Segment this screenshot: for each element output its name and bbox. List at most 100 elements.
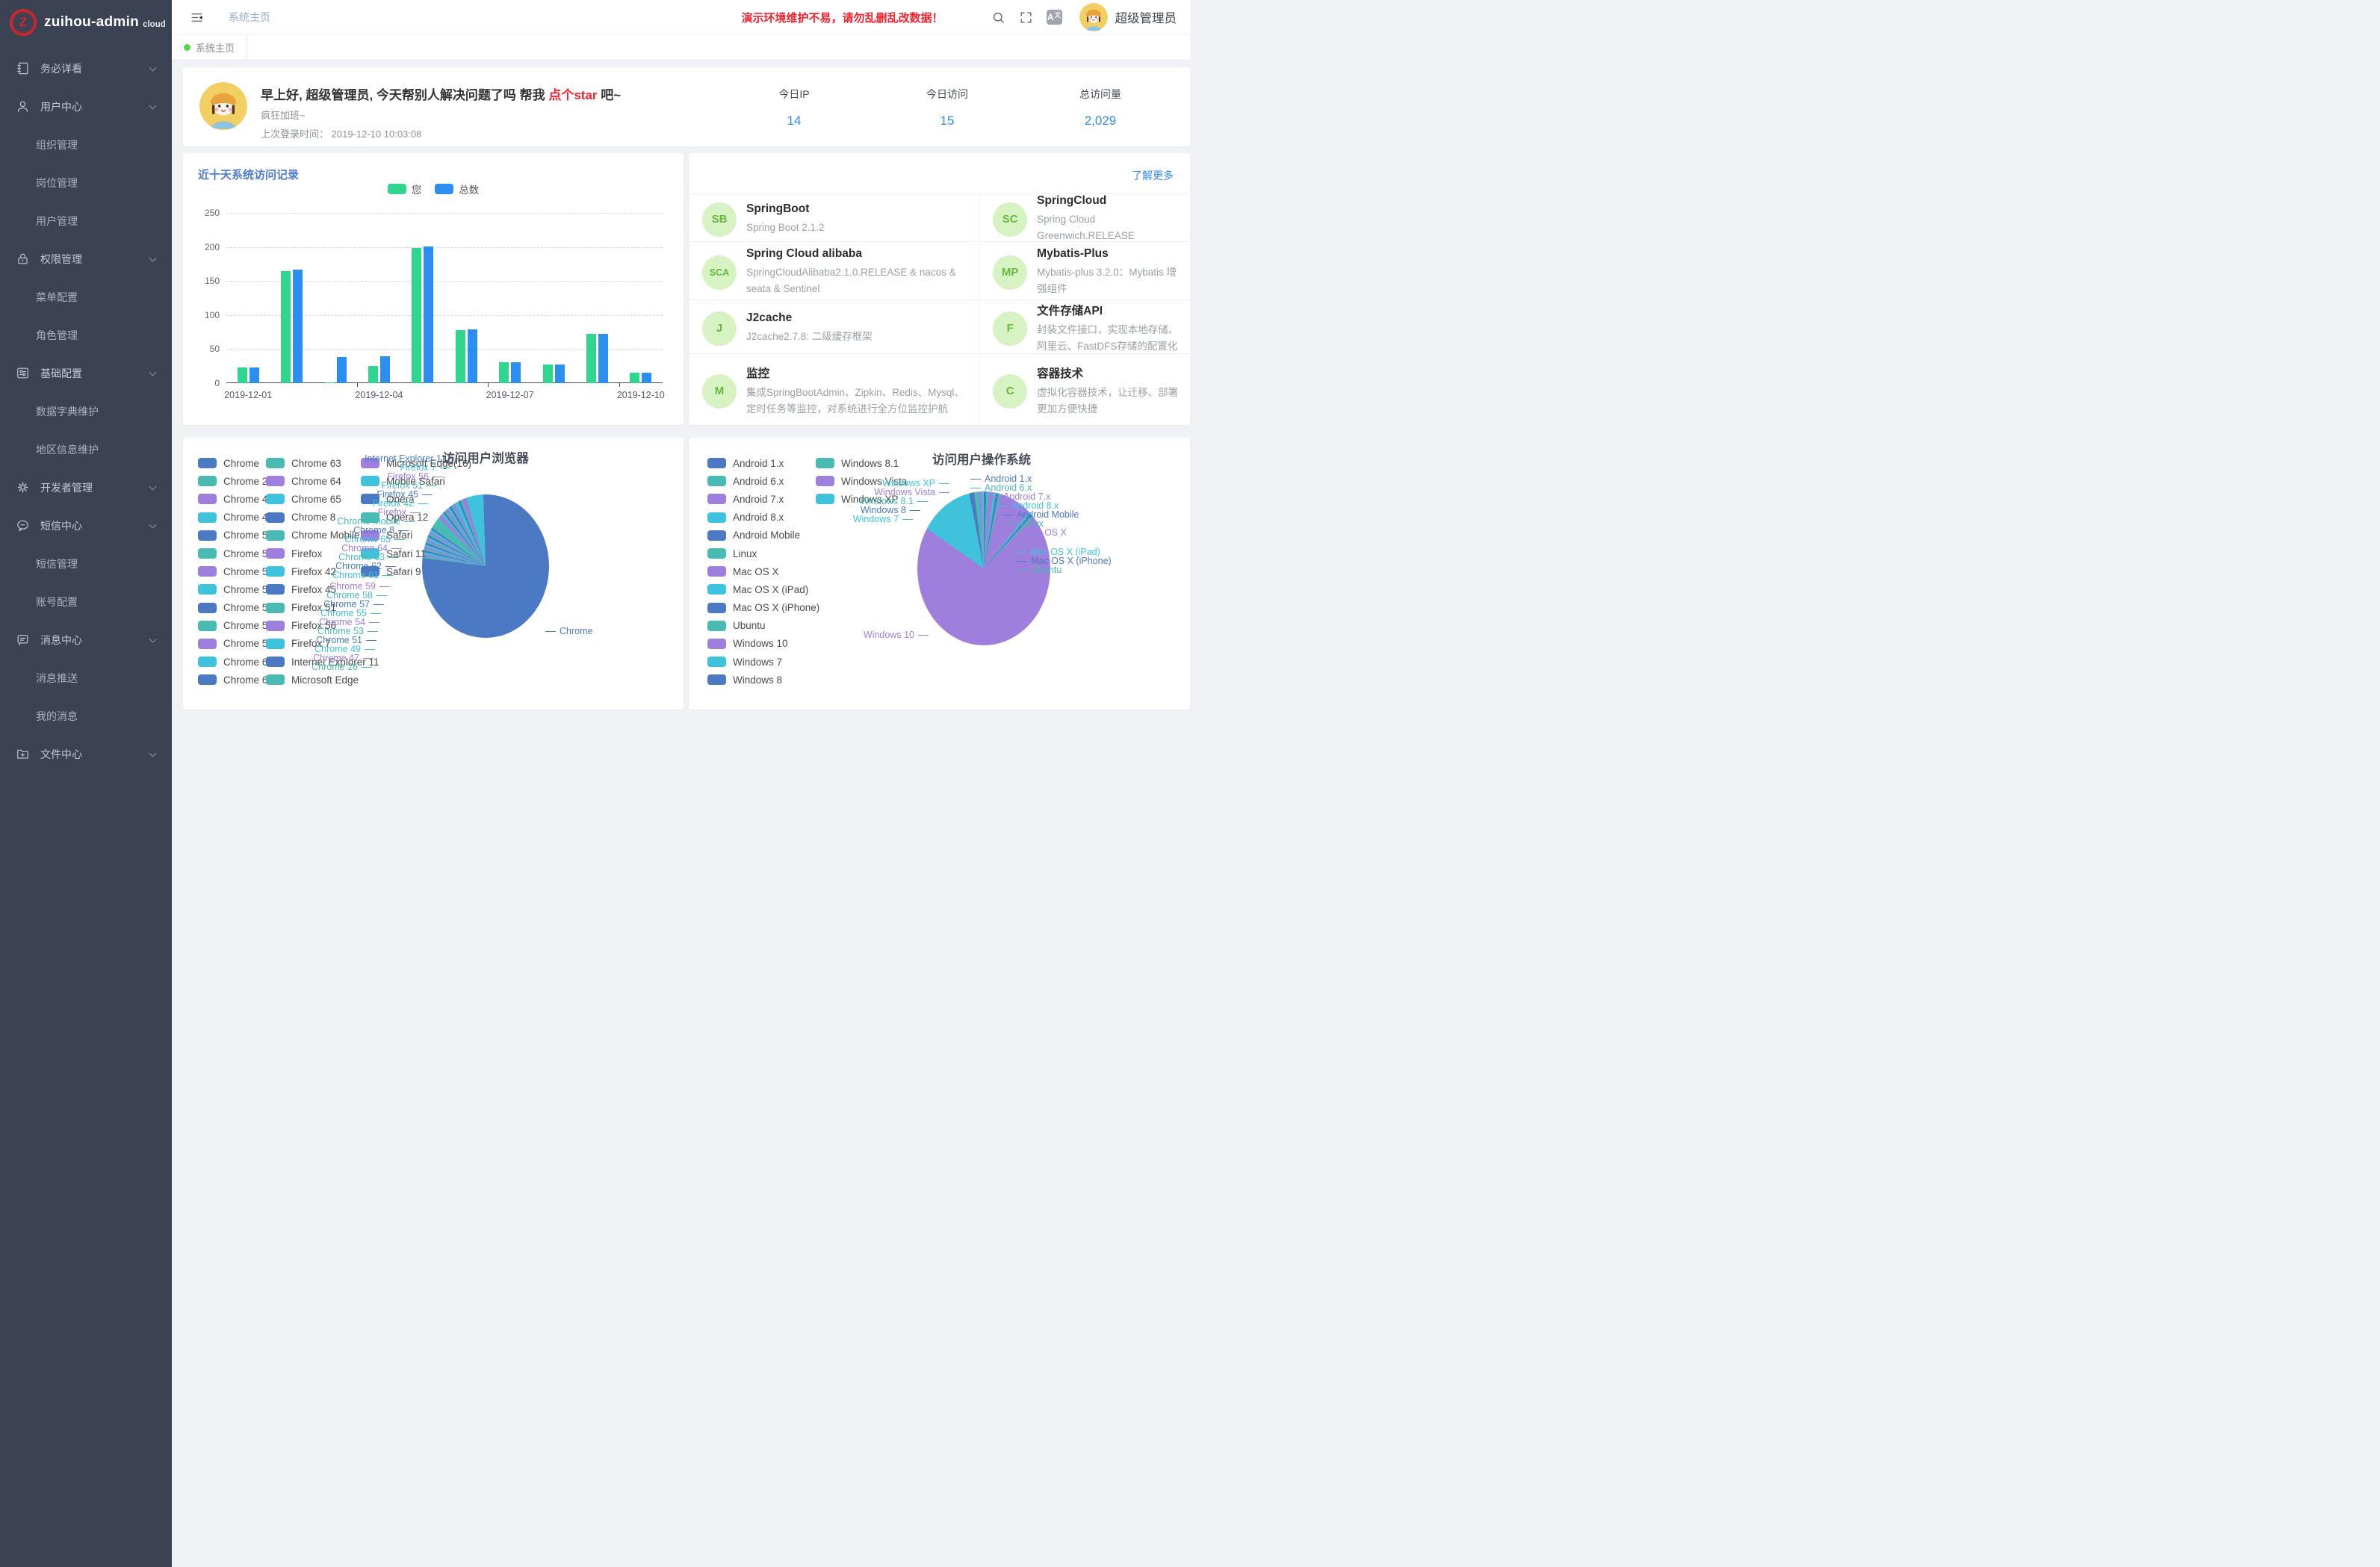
bar-group-2019-12-04[interactable]	[357, 213, 400, 383]
legend-item-Microsoft Edge[interactable]: Microsoft Edge	[266, 671, 379, 689]
legend-item-Mac OS X (iPad)[interactable]: Mac OS X (iPad)	[707, 580, 819, 598]
bar-总数-2019-12-04[interactable]	[380, 356, 390, 383]
sidebar-item-角色管理[interactable]: 角色管理	[0, 316, 172, 354]
bar-group-2019-12-07[interactable]	[488, 213, 531, 383]
bar-您-2019-12-04[interactable]	[368, 366, 378, 383]
legend-item-Chrome 26[interactable]: Chrome 26	[198, 472, 273, 490]
main-area: 系统主页 演示环境维护不易，请勿乱删乱改数据！ A文 超级管理员 系统主页	[172, 0, 1190, 784]
sidebar-item-短信中心[interactable]: 短信中心	[0, 506, 172, 544]
bar-总数-2019-12-02[interactable]	[293, 270, 303, 383]
legend-item-您[interactable]: 您	[388, 181, 422, 196]
legend-item-Windows 8[interactable]: Windows 8	[707, 671, 819, 689]
legend-item-总数[interactable]: 总数	[435, 181, 479, 196]
legend-item-Chrome 53[interactable]: Chrome 53	[198, 544, 273, 562]
sidebar-item-权限管理[interactable]: 权限管理	[0, 240, 172, 278]
star-link[interactable]: 点个star	[548, 88, 597, 102]
bar-您-2019-12-10[interactable]	[630, 373, 639, 383]
legend-item-Android 6.x[interactable]: Android 6.x	[707, 472, 819, 490]
sidebar-item-消息推送[interactable]: 消息推送	[0, 659, 172, 697]
bar-group-2019-12-06[interactable]	[444, 213, 488, 383]
sidebar-item-用户中心[interactable]: 用户中心	[0, 87, 172, 125]
legend-item-Chrome 57[interactable]: Chrome 57	[198, 599, 273, 617]
demo-warning-text: 演示环境维护不易，请勿乱删乱改数据！	[741, 10, 943, 25]
legend-item-Windows 7[interactable]: Windows 7	[707, 653, 819, 671]
bar-总数-2019-12-01[interactable]	[250, 367, 259, 383]
legend-item-Mac OS X[interactable]: Mac OS X	[707, 562, 819, 580]
legend-item-Chrome 51[interactable]: Chrome 51	[198, 527, 273, 544]
bar-总数-2019-12-08[interactable]	[555, 364, 565, 383]
legend-item-Android 1.x[interactable]: Android 1.x	[707, 454, 819, 472]
learn-more-link[interactable]: 了解更多	[1132, 168, 1174, 183]
bar-group-2019-12-10[interactable]	[619, 213, 663, 383]
tab-home[interactable]: 系统主页	[172, 35, 247, 60]
bar-您-2019-12-01[interactable]	[238, 367, 247, 383]
bar-group-2019-12-08[interactable]	[532, 213, 575, 383]
username[interactable]: 超级管理员	[1115, 8, 1177, 26]
legend-item-Chrome 59[interactable]: Chrome 59	[198, 635, 273, 653]
legend-item-Windows 8.1[interactable]: Windows 8.1	[816, 454, 907, 472]
bar-您-2019-12-05[interactable]	[412, 248, 421, 383]
legend-item-Chrome 62[interactable]: Chrome 62	[198, 671, 273, 689]
legend-item-Chrome 54[interactable]: Chrome 54	[198, 562, 273, 580]
legend-item-Chrome 49[interactable]: Chrome 49	[198, 509, 273, 527]
sidebar-item-数据字典维护[interactable]: 数据字典维护	[0, 392, 172, 430]
greeting-prefix: 早上好, 超级管理员, 今天帮别人解决问题了吗 帮我	[261, 88, 548, 102]
bar-group-2019-12-05[interactable]	[401, 213, 444, 383]
legend-item-Android 7.x[interactable]: Android 7.x	[707, 490, 819, 508]
bar-您-2019-12-07[interactable]	[499, 362, 509, 383]
sidebar-item-地区信息维护[interactable]: 地区信息维护	[0, 430, 172, 468]
visits-bar-plot: 0501001502002502019-12-012019-12-042019-…	[226, 213, 663, 383]
chevron-down-icon	[149, 254, 157, 261]
sidebar-item-消息中心[interactable]: 消息中心	[0, 621, 172, 659]
legend-item-Chrome 58[interactable]: Chrome 58	[198, 617, 273, 635]
legend-item-Linux[interactable]: Linux	[707, 544, 819, 562]
user-avatar[interactable]	[1079, 3, 1108, 31]
bar-总数-2019-12-05[interactable]	[424, 246, 433, 383]
legend-item-Android 8.x[interactable]: Android 8.x	[707, 509, 819, 527]
bar-总数-2019-12-10[interactable]	[642, 373, 651, 383]
sidebar-item-组织管理[interactable]: 组织管理	[0, 125, 172, 164]
sidebar-item-我的消息[interactable]: 我的消息	[0, 697, 172, 735]
tech-item-Spring Cloud alibaba: SCA Spring Cloud alibaba SpringCloudAlib…	[689, 241, 979, 300]
bar-group-2019-12-01[interactable]	[226, 213, 270, 383]
breadcrumb[interactable]: 系统主页	[229, 10, 270, 25]
sidebar-item-开发者管理[interactable]: 开发者管理	[0, 468, 172, 506]
sidebar-item-文件中心[interactable]: 文件中心	[0, 735, 172, 773]
legend-item-Ubuntu[interactable]: Ubuntu	[707, 617, 819, 635]
bar-您-2019-12-03[interactable]	[325, 382, 335, 383]
bar-您-2019-12-08[interactable]	[543, 364, 553, 383]
legend-item-Mac OS X (iPhone)[interactable]: Mac OS X (iPhone)	[707, 599, 819, 617]
bar-您-2019-12-09[interactable]	[586, 334, 596, 383]
sidebar-item-短信管理[interactable]: 短信管理	[0, 544, 172, 583]
bar-group-2019-12-09[interactable]	[575, 213, 619, 383]
tech-desc: Mybatis-plus 3.2.0：Mybatis 增强组件	[1037, 264, 1180, 298]
legend-item-Chrome 47[interactable]: Chrome 47	[198, 490, 273, 508]
bar-总数-2019-12-07[interactable]	[511, 362, 521, 383]
bar-group-2019-12-02[interactable]	[270, 213, 313, 383]
sidebar-item-账号配置[interactable]: 账号配置	[0, 583, 172, 621]
bar-总数-2019-12-03[interactable]	[337, 357, 347, 383]
fullscreen-icon[interactable]	[1019, 10, 1033, 25]
bar-总数-2019-12-06[interactable]	[468, 329, 477, 383]
bar-您-2019-12-02[interactable]	[281, 271, 291, 383]
tech-avatar: J	[702, 311, 737, 346]
sidebar-item-岗位管理[interactable]: 岗位管理	[0, 164, 172, 202]
legend-item-Chrome 61[interactable]: Chrome 61	[198, 653, 273, 671]
search-icon[interactable]	[991, 10, 1005, 25]
sidebar-item-务必详看[interactable]: 务必详看	[0, 49, 172, 87]
legend-label: Windows 7	[733, 657, 782, 668]
sidebar-item-用户管理[interactable]: 用户管理	[0, 202, 172, 240]
sidebar-item-基础配置[interactable]: 基础配置	[0, 354, 172, 392]
legend-swatch	[198, 512, 217, 523]
menu-fold-icon[interactable]	[190, 10, 204, 25]
sidebar-item-菜单配置[interactable]: 菜单配置	[0, 278, 172, 316]
translate-icon[interactable]: A文	[1047, 10, 1062, 25]
bar-总数-2019-12-09[interactable]	[598, 334, 608, 383]
legend-item-Chrome 55[interactable]: Chrome 55	[198, 580, 273, 598]
bar-您-2019-12-06[interactable]	[456, 330, 465, 383]
bar-group-2019-12-03[interactable]	[314, 213, 357, 383]
legend-item-Chrome[interactable]: Chrome	[198, 454, 273, 472]
navbar-right: 演示环境维护不易，请勿乱删乱改数据！ A文 超级管理员	[741, 3, 1177, 31]
legend-item-Windows 10[interactable]: Windows 10	[707, 635, 819, 653]
legend-item-Android Mobile[interactable]: Android Mobile	[707, 527, 819, 544]
